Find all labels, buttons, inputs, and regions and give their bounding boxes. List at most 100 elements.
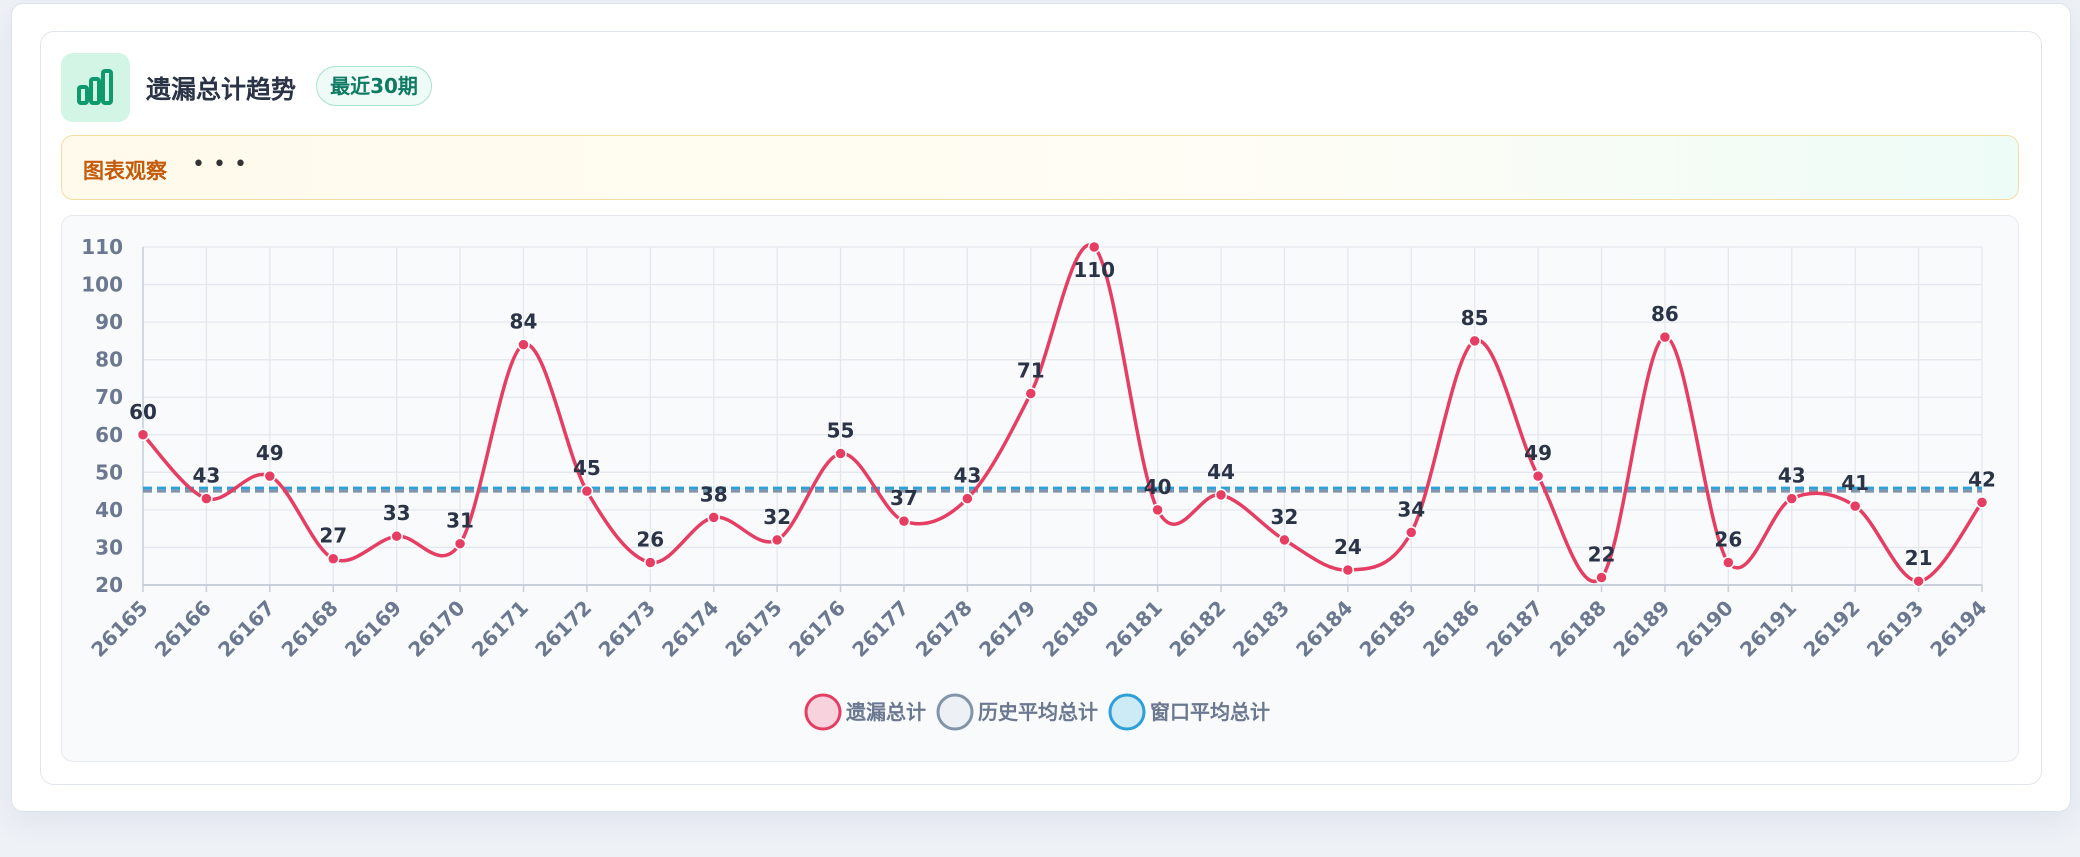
data-label: 45 <box>573 456 601 480</box>
data-point <box>453 537 467 550</box>
data-point <box>707 511 720 524</box>
data-label: 26 <box>636 527 664 551</box>
x-tick-label: 26166 <box>150 596 216 662</box>
x-tick-label: 26183 <box>1228 596 1294 662</box>
x-tick-label: 26185 <box>1355 596 1421 662</box>
legend-label: 窗口平均总计 <box>1150 700 1270 724</box>
legend-label: 历史平均总计 <box>978 700 1098 724</box>
x-tick-label: 26180 <box>1038 596 1104 662</box>
loading-dots: ••• <box>192 152 255 177</box>
x-tick-label: 26167 <box>213 596 279 662</box>
x-tick-label: 26170 <box>403 596 469 662</box>
y-tick-label: 90 <box>95 310 123 334</box>
data-label: 40 <box>1144 475 1172 499</box>
x-tick-label: 26188 <box>1545 596 1611 662</box>
legend-swatch <box>1108 693 1146 731</box>
data-point <box>1341 563 1355 577</box>
data-point <box>1024 387 1038 400</box>
data-point <box>1214 488 1228 502</box>
data-label: 31 <box>446 509 474 533</box>
x-tick-label: 26190 <box>1672 596 1738 662</box>
data-label: 41 <box>1841 471 1869 495</box>
x-tick-label: 26187 <box>1481 596 1547 662</box>
data-label: 21 <box>1905 546 1933 570</box>
data-label: 85 <box>1461 306 1489 330</box>
x-tick-label: 26186 <box>1418 596 1484 662</box>
period-badge: 最近30期 <box>316 66 432 106</box>
y-tick-label: 50 <box>95 460 123 484</box>
data-label: 86 <box>1651 302 1679 326</box>
data-point <box>1278 533 1291 547</box>
x-tick-label: 26172 <box>530 596 596 662</box>
data-label: 42 <box>1968 467 1996 491</box>
data-point <box>1975 496 1989 509</box>
data-point <box>1531 469 1545 483</box>
legend-label: 遗漏总计 <box>845 700 926 724</box>
data-point <box>200 492 213 505</box>
icon-graphic <box>77 69 113 105</box>
data-label: 43 <box>192 464 220 488</box>
x-tick-label: 26189 <box>1608 596 1674 662</box>
data-point <box>1595 571 1608 584</box>
data-point <box>326 552 340 565</box>
x-tick-label: 26169 <box>340 596 406 662</box>
data-label: 26 <box>1714 527 1742 551</box>
x-tick-label: 26184 <box>1291 596 1357 662</box>
data-point <box>136 428 150 442</box>
data-label: 49 <box>256 441 284 465</box>
x-tick-label: 26191 <box>1735 596 1801 662</box>
chart-icon <box>61 53 130 122</box>
series-line <box>141 243 1984 583</box>
data-label: 43 <box>1778 464 1806 488</box>
x-tick-label: 26181 <box>1101 596 1167 662</box>
data-label: 27 <box>319 524 347 548</box>
data-label: 43 <box>953 464 981 488</box>
x-tick-label: 26165 <box>86 596 152 662</box>
y-tick-label: 70 <box>95 385 123 409</box>
data-label: 34 <box>1397 497 1425 521</box>
data-label: 110 <box>1073 258 1115 282</box>
data-label: 55 <box>827 419 855 443</box>
data-point <box>961 492 974 505</box>
data-point <box>1087 240 1101 254</box>
y-tick-label: 20 <box>95 573 123 597</box>
observation-bar[interactable]: 图表观察 ••• <box>61 135 2019 200</box>
data-label: 22 <box>1588 542 1616 566</box>
card-title: 遗漏总计趋势 <box>146 75 297 104</box>
data-label: 49 <box>1524 441 1552 465</box>
data-point <box>1848 499 1862 513</box>
data-label: 44 <box>1207 460 1235 484</box>
data-label: 32 <box>1271 505 1299 529</box>
data-point <box>1912 574 1925 588</box>
data-point <box>770 533 784 547</box>
data-point <box>1658 330 1672 344</box>
y-tick-label: 100 <box>81 273 123 297</box>
data-label: 32 <box>763 505 791 529</box>
data-label: 38 <box>700 482 728 506</box>
x-tick-label: 26177 <box>847 596 913 662</box>
x-tick-label: 26176 <box>784 596 850 662</box>
data-label: 84 <box>510 310 538 334</box>
x-tick-label: 26182 <box>1164 596 1230 662</box>
y-tick-label: 60 <box>95 423 123 447</box>
data-point <box>644 556 657 569</box>
data-point <box>580 484 594 498</box>
y-tick-label: 40 <box>95 498 123 522</box>
legend-swatch <box>936 693 974 731</box>
data-point <box>1785 492 1799 505</box>
data-point <box>897 514 911 528</box>
y-tick-label: 30 <box>95 535 123 559</box>
x-tick-label: 26179 <box>974 596 1040 662</box>
data-label: 24 <box>1334 535 1362 559</box>
data-point <box>1468 334 1481 348</box>
data-point <box>1405 526 1418 539</box>
x-tick-label: 26175 <box>720 596 786 662</box>
data-point <box>263 469 277 483</box>
x-tick-label: 26171 <box>467 596 533 662</box>
y-tick-label: 80 <box>95 348 123 372</box>
observation-label: 图表观察 <box>83 159 167 183</box>
x-tick-label: 26194 <box>1925 596 1991 662</box>
x-tick-label: 26193 <box>1862 596 1928 662</box>
data-point <box>390 529 403 543</box>
